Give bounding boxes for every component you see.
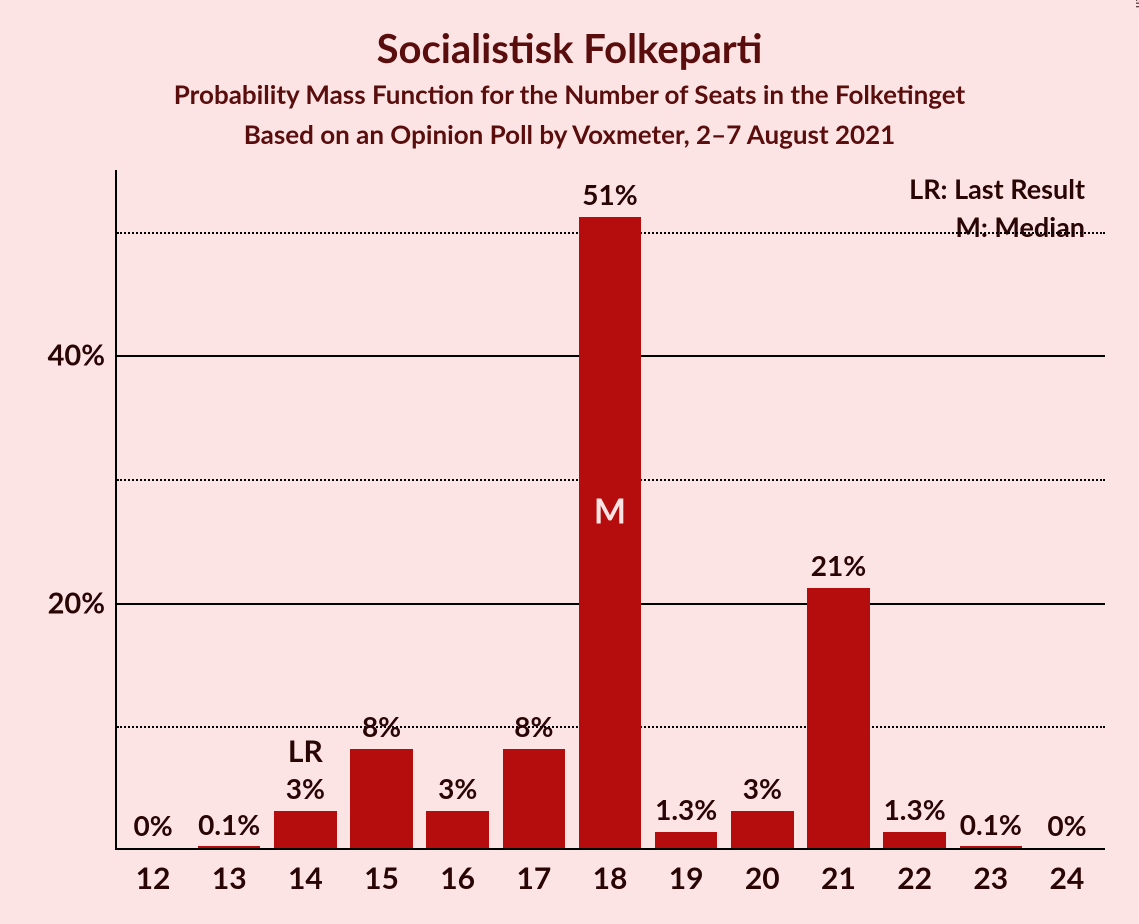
bar [655,832,717,848]
bar-value-label: 3% [743,771,782,805]
legend-m: M: Median [955,210,1085,243]
bar [503,749,565,848]
x-tick-label: 12 [136,860,171,896]
y-axis [115,170,117,850]
y-tick-label: 40% [48,338,105,373]
x-tick-label: 20 [745,860,780,896]
bar [960,846,1022,848]
y-tick-label: 20% [48,585,105,620]
x-tick-label: 23 [973,860,1008,896]
bar-value-label: 8% [514,709,553,743]
bar [426,811,488,848]
x-tick-label: 15 [364,860,399,896]
x-axis [115,848,1105,850]
bar-value-label: 21% [811,548,866,582]
x-tick-label: 18 [593,860,628,896]
bar [274,811,336,848]
chart-subtitle-1: Probability Mass Function for the Number… [0,78,1139,110]
bar-value-label: 3% [438,771,477,805]
x-tick-label: 16 [440,860,475,896]
bar [807,588,869,848]
bar-value-label: 8% [362,709,401,743]
bar [731,811,793,848]
x-tick-label: 14 [288,860,323,896]
copyright-text: © 2021 Filip van Laenen [1133,0,1139,8]
legend-lr: LR: Last Result [909,172,1085,205]
chart-title: Socialistisk Folkeparti [0,24,1139,72]
bar-value-label: 0.1% [198,807,260,841]
bar-value-label: 3% [286,771,325,805]
bar [579,217,641,848]
bar-value-label: 1.3% [655,792,717,826]
bar [350,749,412,848]
bar-value-label: 0.1% [960,807,1022,841]
median-marker: M [594,490,626,531]
x-tick-label: 22 [897,860,932,896]
bar-value-label: 0% [1047,808,1086,842]
bar [883,832,945,848]
last-result-marker: LR [288,733,323,769]
x-tick-label: 24 [1050,860,1085,896]
chart-subtitle-2: Based on an Opinion Poll by Voxmeter, 2–… [0,118,1139,150]
x-tick-label: 19 [669,860,704,896]
bar [198,846,260,848]
x-tick-label: 17 [516,860,551,896]
bar-value-label: 1.3% [884,792,946,826]
x-tick-label: 21 [821,860,856,896]
bar-value-label: 0% [133,808,172,842]
bar-value-label: 51% [582,177,637,211]
plot-area: LR: Last Result M: Median 20%40%0%120.1%… [115,170,1105,850]
x-tick-label: 13 [212,860,247,896]
